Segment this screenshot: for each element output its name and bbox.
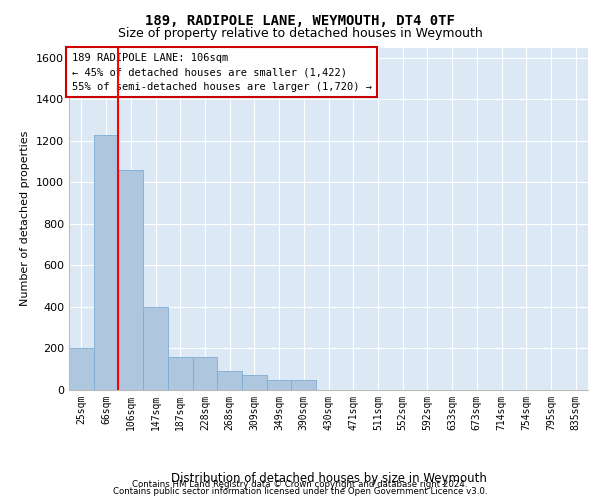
Bar [69,348,94,390]
Bar [217,372,242,390]
Text: Contains HM Land Registry data © Crown copyright and database right 2024.: Contains HM Land Registry data © Crown c… [132,480,468,489]
Bar [242,376,267,390]
X-axis label: Distribution of detached houses by size in Weymouth: Distribution of detached houses by size … [170,472,487,485]
Bar [118,170,143,390]
Bar [267,380,292,390]
Text: 189 RADIPOLE LANE: 106sqm
← 45% of detached houses are smaller (1,422)
55% of se: 189 RADIPOLE LANE: 106sqm ← 45% of detac… [71,52,371,92]
Bar [168,357,193,390]
Bar [143,307,168,390]
Text: Size of property relative to detached houses in Weymouth: Size of property relative to detached ho… [118,28,482,40]
Bar [94,134,118,390]
Bar [292,380,316,390]
Y-axis label: Number of detached properties: Number of detached properties [20,131,31,306]
Text: 189, RADIPOLE LANE, WEYMOUTH, DT4 0TF: 189, RADIPOLE LANE, WEYMOUTH, DT4 0TF [145,14,455,28]
Text: Contains public sector information licensed under the Open Government Licence v3: Contains public sector information licen… [113,488,487,496]
Bar [193,357,217,390]
